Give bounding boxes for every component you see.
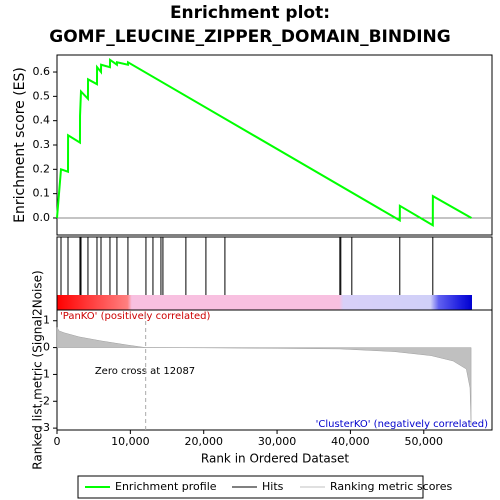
y-tick-label: 0.6: [33, 65, 51, 78]
chart-subtitle: GOMF_LEUCINE_ZIPPER_DOMAIN_BINDING: [49, 27, 450, 47]
negative-label: 'ClusterKO' (negatively correlated): [316, 419, 488, 430]
legend-label: Hits: [262, 480, 284, 493]
chart-title: Enrichment plot:: [170, 3, 330, 23]
legend-label: Enrichment profile: [115, 480, 217, 493]
y-tick-label: 0.1: [33, 187, 51, 200]
y-tick-label: 1: [43, 314, 50, 327]
y-tick-label: 0: [43, 341, 50, 354]
metric-frame: [56, 309, 493, 431]
y-tick-label: 0.5: [33, 89, 51, 102]
y-tick-label: -1: [39, 367, 50, 380]
x-tick-label: 0: [54, 435, 61, 448]
metric-area: [56, 326, 472, 426]
es-frame: [56, 54, 493, 236]
y-tick-label: 0.4: [33, 114, 51, 127]
annotation: Zero cross at 12087: [95, 366, 195, 377]
y-axis-label: Enrichment score (ES): [12, 67, 28, 223]
x-tick-label: 40,000: [331, 435, 370, 448]
legend-label: Ranking metric scores: [330, 480, 452, 493]
y-tick-label: 0.0: [33, 211, 51, 224]
y-axis-label: Ranked list metric (Signal2Noise): [31, 270, 45, 469]
x-axis-label: Rank in Ordered Dataset: [201, 452, 349, 466]
x-tick-label: 50,000: [405, 435, 444, 448]
y-tick-label: -2: [39, 394, 50, 407]
color-bar: [57, 295, 472, 310]
x-tick-label: 20,000: [184, 435, 223, 448]
y-tick-label: 0.3: [33, 138, 51, 151]
x-tick-label: 30,000: [258, 435, 297, 448]
y-tick-label: -3: [39, 421, 50, 434]
es-line: [56, 57, 472, 228]
y-tick-label: 0.2: [33, 162, 51, 175]
x-tick-label: 10,000: [111, 435, 150, 448]
positive-label: 'PanKO' (positively correlated): [60, 311, 211, 322]
